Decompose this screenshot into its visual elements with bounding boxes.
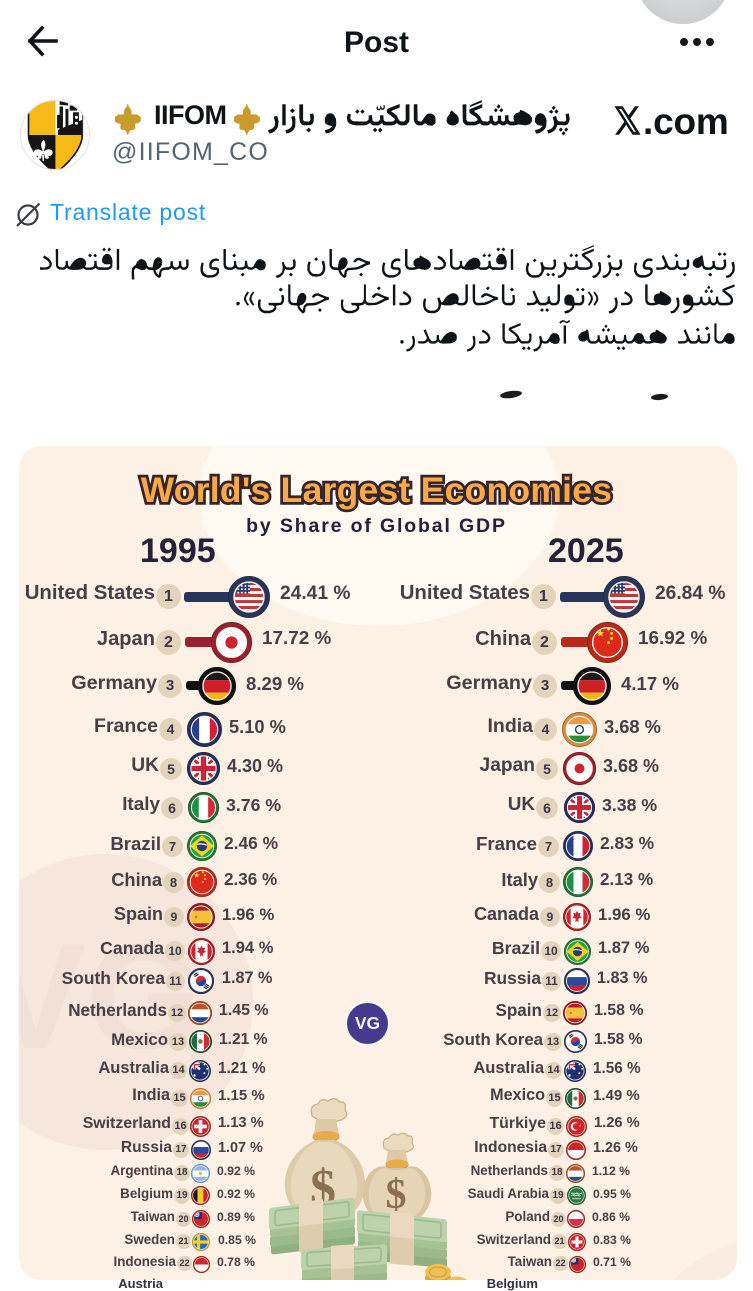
svg-text:$: $ <box>386 1172 407 1218</box>
